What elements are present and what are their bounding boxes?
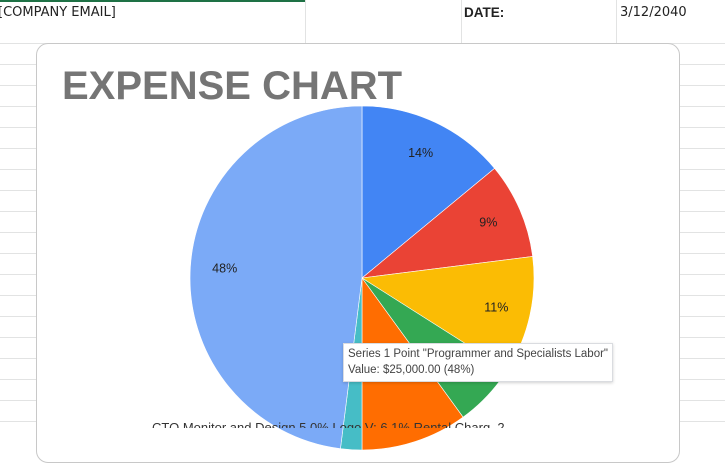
chart-title: EXPENSE CHART xyxy=(62,64,403,108)
date-value-cell[interactable]: 3/12/2040 xyxy=(620,5,687,20)
cell-divider xyxy=(461,0,462,43)
pie-slice-label: 48% xyxy=(212,262,237,276)
tooltip-series-line: Series 1 Point "Programmer and Specialis… xyxy=(348,348,609,360)
cell-divider xyxy=(616,0,617,43)
pie-slice[interactable] xyxy=(361,167,533,279)
pie-slice-label: 9% xyxy=(479,216,497,230)
expense-pie-chart[interactable]: 14%9%11%6%48% xyxy=(0,0,725,451)
pie-slice-label: 11% xyxy=(484,300,508,314)
date-label-cell[interactable]: DATE: xyxy=(464,5,505,20)
company-email-cell[interactable]: [COMPANY EMAIL] xyxy=(0,5,116,20)
pie-slice[interactable] xyxy=(361,105,495,279)
chart-tooltip: Series 1 Point "Programmer and Specialis… xyxy=(343,343,614,382)
pie-slice-label: 14% xyxy=(408,146,433,160)
cell-divider xyxy=(305,0,306,43)
pie-slice[interactable] xyxy=(189,105,363,449)
chart-legend-partial: CTO Monitor and Design 5.0% Logo V: 6.1%… xyxy=(152,420,516,435)
tooltip-value-line: Value: $25,000.00 (48%) xyxy=(348,364,475,376)
selected-cell-border xyxy=(0,0,305,2)
header-row: [COMPANY EMAIL] DATE: 3/12/2040 xyxy=(0,0,725,44)
